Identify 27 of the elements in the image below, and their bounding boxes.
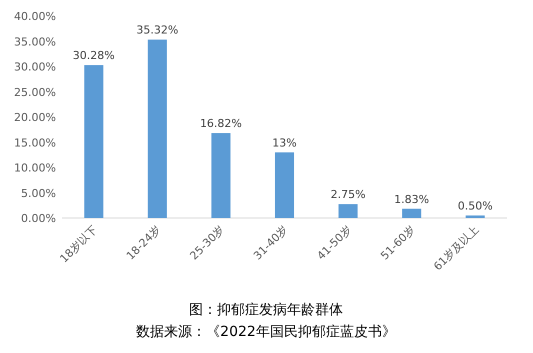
bar xyxy=(402,208,422,218)
y-tick-label: 30.00% xyxy=(14,60,56,74)
data-label: 0.50% xyxy=(458,199,493,212)
bar xyxy=(211,133,230,218)
bar xyxy=(466,215,485,218)
bar xyxy=(274,152,294,218)
data-label: 1.83% xyxy=(394,192,430,206)
data-label: 13% xyxy=(272,136,297,150)
y-tick-label: 25.00% xyxy=(14,86,56,99)
x-tick-label: 18岁以下 xyxy=(57,222,100,266)
data-label: 2.75% xyxy=(330,188,366,202)
y-tick-label: 40.00% xyxy=(14,10,56,23)
y-tick-label: 35.00% xyxy=(14,35,56,48)
y-tick-label: 5.00% xyxy=(21,186,56,200)
y-tick-label: 20.00% xyxy=(14,111,56,124)
y-tick-label: 10.00% xyxy=(14,162,56,174)
data-label: 30.28% xyxy=(72,49,115,62)
bar xyxy=(148,40,167,218)
data-label: 16.82% xyxy=(200,117,242,130)
text: 图：抑郁症发病年龄群体 xyxy=(189,302,343,318)
bar xyxy=(84,65,104,218)
y-tick-label: 0.00% xyxy=(21,212,56,225)
data-label: 35.32% xyxy=(136,24,178,37)
source-note: 数据来源：《2022年国民抑郁症蓝皮书》 xyxy=(136,324,396,340)
bar xyxy=(338,204,358,218)
y-tick-label: 15.00% xyxy=(14,136,56,150)
x-tick-label: 61岁及以上 xyxy=(431,222,482,274)
